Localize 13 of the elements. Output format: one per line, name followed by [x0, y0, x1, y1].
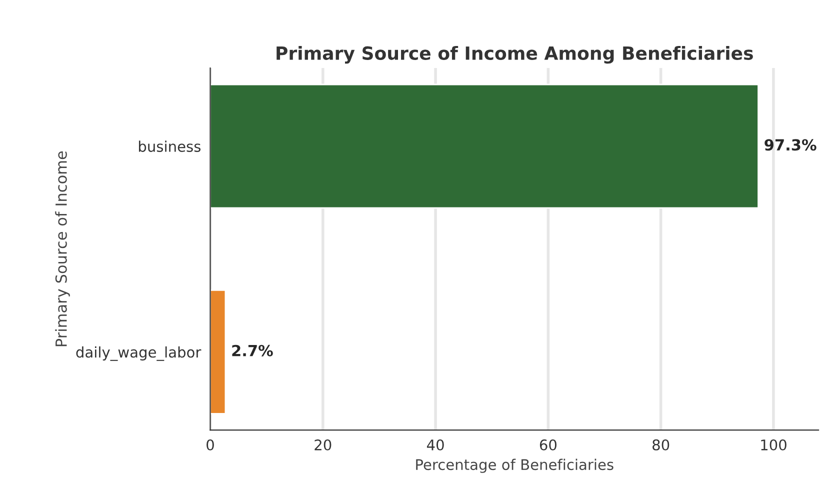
x-tick-label: 20 [314, 439, 332, 450]
x-tick-label: 0 [206, 439, 214, 450]
y-tick-label: daily_wage_labor [76, 346, 202, 361]
x-tick-label: 40 [426, 439, 444, 450]
y-tick-label: business [138, 140, 201, 152]
x-axis-title: Percentage of Beneficiaries [416, 458, 614, 473]
data-label: 97.3% [764, 139, 816, 151]
data-label: 2.7% [232, 344, 273, 356]
x-tick-label: 60 [540, 439, 556, 450]
x-tick-label: 80 [652, 439, 670, 450]
x-tick-label: 100 [761, 439, 786, 450]
y-axis-title: Primary Source of Income [55, 151, 70, 346]
chart-title: Primary Source of Income Among Beneficiaries [276, 46, 753, 64]
